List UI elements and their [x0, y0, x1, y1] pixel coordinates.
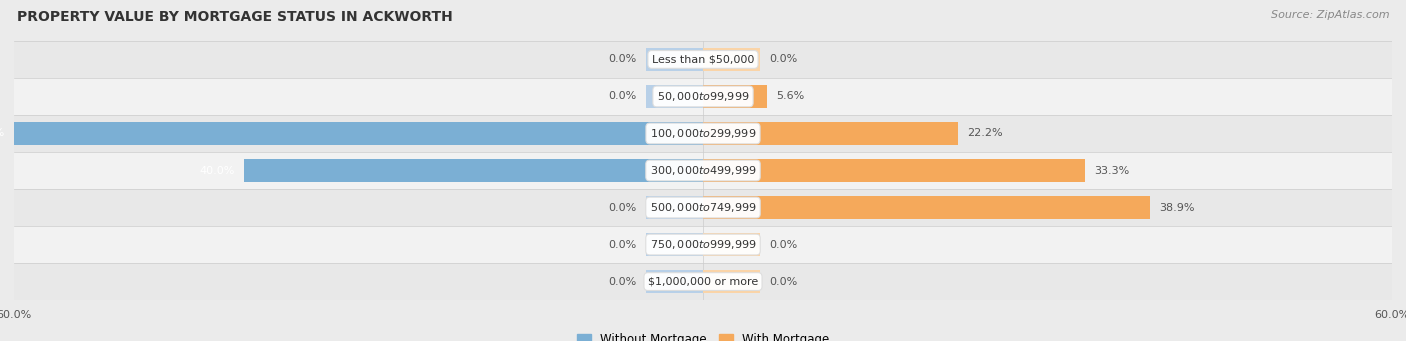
Bar [645, 233, 703, 256]
Text: $1,000,000 or more: $1,000,000 or more [648, 277, 758, 286]
Bar [703, 233, 761, 256]
Text: Less than $50,000: Less than $50,000 [652, 55, 754, 64]
Bar [243, 159, 703, 182]
Bar [14, 226, 1392, 263]
Text: PROPERTY VALUE BY MORTGAGE STATUS IN ACKWORTH: PROPERTY VALUE BY MORTGAGE STATUS IN ACK… [17, 10, 453, 24]
Text: 0.0%: 0.0% [609, 203, 637, 212]
Text: $50,000 to $99,999: $50,000 to $99,999 [657, 90, 749, 103]
Bar [703, 122, 957, 145]
Bar [14, 152, 1392, 189]
Text: 22.2%: 22.2% [967, 129, 1002, 138]
Bar [645, 85, 703, 108]
Bar [703, 270, 761, 293]
Text: 0.0%: 0.0% [609, 55, 637, 64]
Text: 0.0%: 0.0% [609, 239, 637, 250]
Text: $500,000 to $749,999: $500,000 to $749,999 [650, 201, 756, 214]
Bar [703, 196, 1150, 219]
Bar [14, 189, 1392, 226]
Bar [645, 48, 703, 71]
Bar [703, 48, 761, 71]
Bar [703, 159, 1085, 182]
Bar [645, 270, 703, 293]
Bar [645, 196, 703, 219]
Bar [14, 115, 1392, 152]
Text: $100,000 to $299,999: $100,000 to $299,999 [650, 127, 756, 140]
Text: $750,000 to $999,999: $750,000 to $999,999 [650, 238, 756, 251]
Text: 0.0%: 0.0% [769, 239, 797, 250]
Bar [14, 78, 1392, 115]
Text: 0.0%: 0.0% [769, 55, 797, 64]
Text: 60.0%: 60.0% [0, 129, 4, 138]
Legend: Without Mortgage, With Mortgage: Without Mortgage, With Mortgage [572, 329, 834, 341]
Text: Source: ZipAtlas.com: Source: ZipAtlas.com [1271, 10, 1389, 20]
Text: 38.9%: 38.9% [1159, 203, 1194, 212]
Bar [703, 85, 768, 108]
Text: 40.0%: 40.0% [200, 165, 235, 176]
Bar [14, 263, 1392, 300]
Bar [14, 41, 1392, 78]
Bar [14, 122, 703, 145]
Text: 5.6%: 5.6% [776, 91, 804, 102]
Text: 0.0%: 0.0% [769, 277, 797, 286]
Text: 0.0%: 0.0% [609, 91, 637, 102]
Text: 0.0%: 0.0% [609, 277, 637, 286]
Text: $300,000 to $499,999: $300,000 to $499,999 [650, 164, 756, 177]
Text: 33.3%: 33.3% [1094, 165, 1130, 176]
